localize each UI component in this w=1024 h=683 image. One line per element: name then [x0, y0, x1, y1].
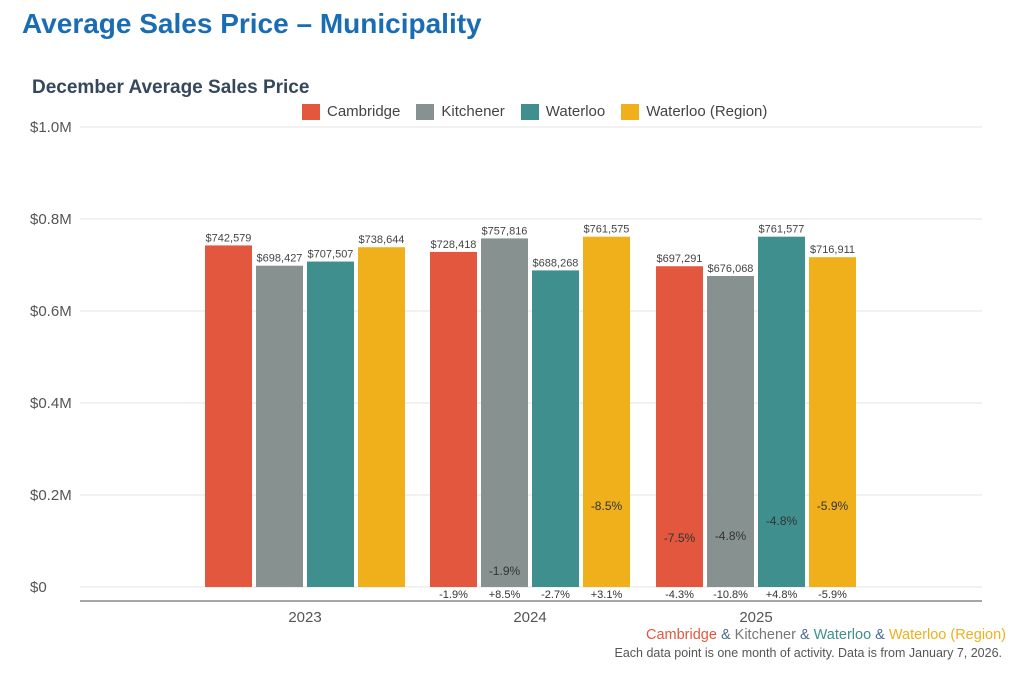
legend-item: Kitchener — [416, 103, 505, 120]
chart-title: December Average Sales Price — [32, 77, 310, 98]
series-note: Cambridge & Kitchener & Waterloo & Water… — [646, 627, 1006, 643]
y-tick-label: $0.6M — [30, 303, 72, 320]
data-label: $697,291 — [657, 253, 703, 265]
data-label: $761,575 — [584, 224, 630, 236]
note-part: & — [795, 627, 814, 643]
inner-change-label: -8.5% — [591, 499, 623, 513]
legend-item: Cambridge — [302, 103, 400, 120]
legend-label: Waterloo — [545, 103, 606, 120]
x-tick-label: 2025 — [739, 609, 772, 626]
bar — [205, 245, 252, 587]
note-part: Kitchener — [734, 627, 796, 643]
bar — [481, 238, 528, 587]
change-label: +3.1% — [591, 589, 623, 601]
note-part: Waterloo (Region) — [888, 627, 1006, 643]
legend-swatch — [520, 103, 539, 120]
change-label: -2.7% — [541, 589, 570, 601]
change-label: -1.9% — [439, 589, 468, 601]
change-label: +8.5% — [489, 589, 521, 601]
bar — [358, 247, 405, 587]
data-label: $707,507 — [308, 249, 354, 261]
x-tick-label: 2023 — [288, 609, 321, 626]
change-label: -5.9% — [818, 589, 847, 601]
bar — [758, 236, 805, 588]
legend-item: Waterloo — [520, 103, 606, 120]
note-part: Cambridge — [646, 627, 717, 643]
y-tick-label: $0 — [30, 579, 47, 596]
data-label: $738,644 — [359, 234, 405, 246]
inner-change-label: -4.8% — [715, 529, 747, 543]
change-label: -10.8% — [713, 589, 748, 601]
data-label: $716,911 — [810, 244, 855, 256]
legend-swatch — [302, 103, 320, 120]
data-label: $676,068 — [708, 263, 754, 275]
data-label: $757,816 — [482, 225, 528, 237]
y-tick-label: $0.4M — [30, 395, 72, 412]
legend-label: Kitchener — [441, 103, 505, 120]
bar — [809, 257, 856, 587]
bar — [430, 251, 477, 587]
legend-label: Waterloo (Region) — [646, 103, 768, 120]
bar — [307, 261, 354, 587]
inner-change-label: -1.9% — [489, 564, 521, 578]
data-label: $742,579 — [206, 232, 252, 244]
page-title: Average Sales Price – Municipality — [22, 8, 482, 39]
legend-label: Cambridge — [327, 103, 401, 120]
inner-change-label: -7.5% — [664, 531, 696, 545]
bar — [656, 266, 703, 587]
y-tick-label: $0.2M — [30, 487, 72, 504]
bar — [707, 276, 754, 587]
y-tick-label: $1.0M — [30, 119, 72, 136]
change-label: -4.3% — [665, 589, 694, 601]
data-label: $761,577 — [759, 224, 805, 236]
legend-item: Waterloo (Region) — [621, 103, 767, 120]
bar — [532, 270, 579, 587]
inner-change-label: -4.8% — [766, 514, 798, 528]
change-label: +4.8% — [766, 589, 798, 601]
bar — [583, 236, 630, 587]
note-part: & — [871, 627, 889, 643]
chart-legend: Cambridge Kitchener Waterloo Waterloo (Regi… — [302, 103, 767, 120]
inner-change-label: -5.9% — [817, 499, 849, 513]
data-label: $728,418 — [431, 239, 477, 251]
note-part: & — [716, 627, 735, 643]
x-tick-label: 2024 — [513, 609, 546, 626]
data-label: $688,268 — [533, 257, 579, 269]
data-label: $698,427 — [257, 253, 303, 265]
y-tick-label: $0.8M — [30, 211, 72, 228]
bar — [256, 265, 303, 587]
legend-swatch — [621, 103, 640, 120]
note-part: Waterloo — [813, 627, 872, 643]
legend-swatch — [416, 103, 435, 120]
data-note: Each data point is one month of activity… — [614, 646, 1002, 660]
